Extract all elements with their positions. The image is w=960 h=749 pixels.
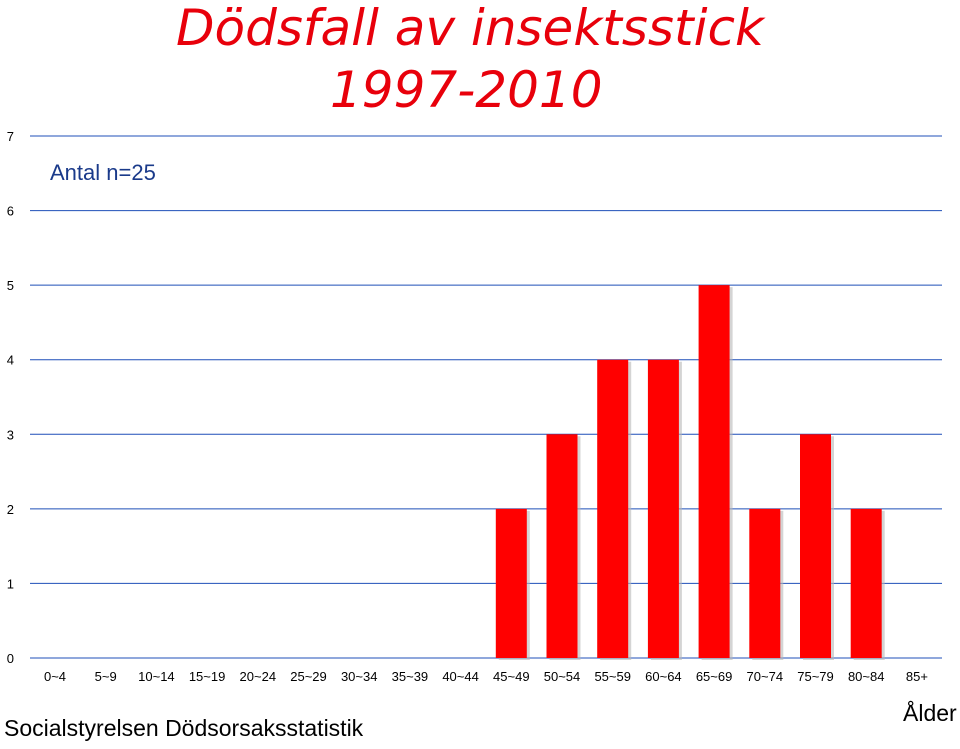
x-tick-label: 15~19	[189, 669, 226, 684]
x-tick-label: 50~54	[544, 669, 581, 684]
chart-title-line-2: 1997-2010	[330, 61, 603, 119]
bar	[546, 434, 578, 658]
chart-title-line-1: Dödsfall av insektsstick	[176, 0, 764, 57]
bar	[800, 434, 831, 658]
x-tick-label: 5~9	[95, 669, 117, 684]
x-tick-label: 75~79	[797, 669, 834, 684]
y-tick-label: 7	[7, 129, 14, 144]
y-tick-label: 1	[7, 576, 14, 591]
bar	[597, 359, 629, 658]
x-tick-label: 85+	[906, 669, 928, 684]
x-tick-label: 55~59	[594, 669, 631, 684]
x-tick-label: 45~49	[493, 669, 530, 684]
y-tick-label: 6	[7, 204, 14, 219]
x-tick-label: 0~4	[44, 669, 66, 684]
x-tick-label: 25~29	[290, 669, 327, 684]
x-axis-label: Ålder	[903, 700, 957, 726]
x-tick-label: 70~74	[747, 669, 784, 684]
x-tick-label: 40~44	[442, 669, 479, 684]
x-tick-label: 65~69	[696, 669, 733, 684]
bar	[698, 285, 730, 658]
x-tick-label: 80~84	[848, 669, 885, 684]
bar	[749, 508, 781, 658]
y-tick-label: 3	[7, 427, 14, 442]
bar	[647, 359, 679, 658]
y-tick-label: 2	[7, 502, 14, 517]
x-tick-label: 35~39	[392, 669, 429, 684]
x-tick-label: 30~34	[341, 669, 378, 684]
x-tick-label: 20~24	[240, 669, 277, 684]
bar	[850, 508, 882, 658]
bar	[495, 508, 527, 658]
x-tick-label: 10~14	[138, 669, 175, 684]
x-tick-label: 60~64	[645, 669, 682, 684]
chart-subtitle: Antal n=25	[50, 160, 156, 185]
y-tick-label: 4	[7, 353, 14, 368]
y-tick-label: 5	[7, 278, 14, 293]
source-footer: Socialstyrelsen Dödsorsaksstatistik	[4, 715, 364, 741]
bar-chart: 0 1 2 3 4 5 6 7 0~4 5~9 10~14 15~19 20~24 25~29 30~34 3…	[7, 129, 942, 684]
y-tick-label: 0	[7, 651, 14, 666]
